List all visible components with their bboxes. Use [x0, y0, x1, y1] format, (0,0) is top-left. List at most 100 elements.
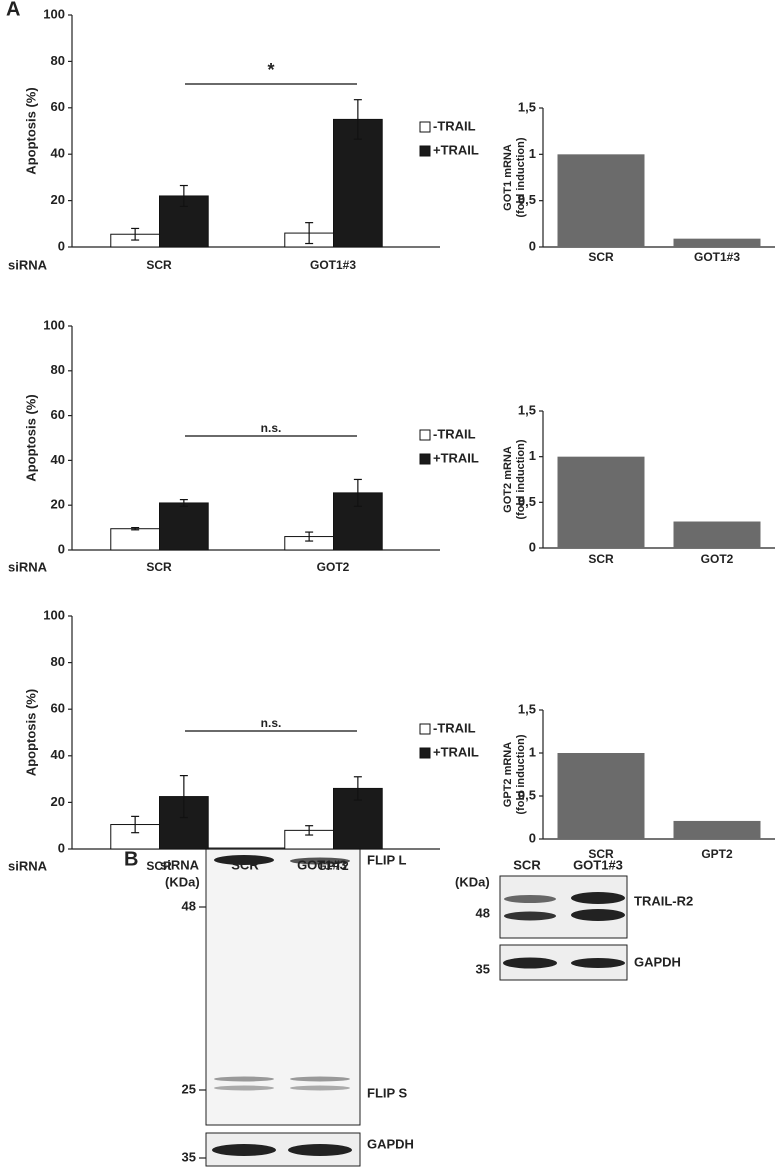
x-tick-label: SCR — [588, 847, 614, 861]
band-label: GAPDH — [367, 1136, 414, 1151]
bar — [673, 521, 761, 548]
x-axis-label: siRNA — [8, 257, 48, 272]
y-tick-label: 100 — [43, 6, 65, 21]
error-bar — [179, 184, 188, 207]
error-bar — [305, 222, 314, 245]
y-tick-label: 0 — [58, 840, 65, 855]
error-bar — [179, 499, 188, 507]
row-label: siRNA — [160, 857, 200, 872]
bar — [557, 154, 645, 247]
error-bar — [353, 776, 362, 801]
band-label: FLIP L — [367, 852, 407, 867]
y-tick-label: 1,5 — [518, 99, 536, 114]
band — [214, 1076, 274, 1082]
chart: 0 20 40 60 80 100 SCR GPT2 Apoptosis (%) siRNA -TR… — [8, 607, 479, 873]
band — [212, 1144, 276, 1156]
lane-label: SCR — [231, 857, 259, 872]
legend-label: +TRAIL — [433, 450, 479, 465]
legend-label: +TRAIL — [433, 142, 479, 157]
y-axis-label: (fold induction) — [515, 734, 527, 814]
error-bar — [131, 815, 140, 834]
bar — [557, 753, 645, 839]
band — [214, 855, 274, 865]
significance-label: n.s. — [261, 421, 282, 435]
unit-label: (KDa) — [165, 874, 200, 889]
error-bar — [305, 531, 314, 542]
error-bar — [179, 775, 188, 819]
y-tick-label: 1 — [529, 448, 536, 463]
y-tick-label: 80 — [51, 362, 65, 377]
lane-label: SCR — [513, 857, 541, 872]
y-tick-label: 60 — [51, 701, 65, 716]
panel-label: B — [124, 848, 138, 870]
bar — [110, 528, 160, 551]
bar — [159, 502, 209, 551]
band — [290, 1085, 350, 1091]
error-bar — [353, 478, 362, 507]
y-tick-label: 40 — [51, 146, 65, 161]
band — [214, 1085, 274, 1091]
legend-label: -TRAIL — [433, 118, 476, 133]
legend-label: +TRAIL — [433, 744, 479, 759]
legend-label: -TRAIL — [433, 720, 476, 735]
bar — [673, 238, 761, 247]
y-tick-label: 20 — [51, 794, 65, 809]
blot-frame — [499, 875, 628, 939]
band-label: GAPDH — [634, 954, 681, 969]
band — [290, 857, 350, 865]
y-tick-label: 100 — [43, 607, 65, 622]
chart: 0 20 40 60 80 100 SCR GOT2 Apoptosis (%) siRNA -TR… — [8, 317, 479, 574]
lane-label: GOT1#3 — [573, 857, 623, 872]
y-axis-label: Apoptosis (%) — [23, 689, 38, 776]
y-tick-label: 80 — [51, 654, 65, 669]
y-axis-label: GOT1 mRNA — [502, 144, 514, 211]
significance-label: n.s. — [261, 716, 282, 730]
x-axis-label: siRNA — [8, 559, 48, 574]
x-tick-label: GOT2 — [317, 560, 350, 574]
y-tick-label: 40 — [51, 452, 65, 467]
y-tick-label: 0 — [529, 539, 536, 554]
error-bar — [131, 227, 140, 241]
y-tick-label: 1,5 — [518, 402, 536, 417]
y-tick-label: 40 — [51, 747, 65, 762]
legend-swatch — [419, 747, 431, 759]
marker-label: 35 — [476, 961, 490, 976]
x-tick-label: GOT2 — [701, 552, 734, 566]
x-tick-label: GPT2 — [701, 847, 733, 861]
marker-label: 35 — [182, 1149, 196, 1164]
bar — [333, 118, 383, 248]
band — [288, 1144, 352, 1156]
legend-swatch — [419, 723, 431, 735]
blot-right: SCR GOT1#3 (KDa) 48 35 TRAIL-R2 GAPDH — [455, 857, 693, 981]
y-tick-label: 0 — [58, 541, 65, 556]
band — [504, 895, 556, 903]
x-tick-label: SCR — [588, 552, 614, 566]
x-tick-label: SCR — [146, 859, 172, 873]
x-tick-label: SCR — [588, 250, 614, 264]
marker-label: 25 — [182, 1081, 196, 1096]
band — [571, 909, 625, 921]
legend-swatch — [419, 145, 431, 157]
marker-label: 48 — [476, 905, 490, 920]
y-tick-label: 1 — [529, 146, 536, 161]
y-tick-label: 60 — [51, 407, 65, 422]
y-tick-label: 0,5 — [518, 494, 536, 509]
unit-label: (KDa) — [455, 874, 490, 889]
y-tick-label: 20 — [51, 192, 65, 207]
y-tick-label: 0 — [529, 238, 536, 253]
y-tick-label: 100 — [43, 317, 65, 332]
legend-swatch — [419, 453, 431, 465]
y-axis-label: (fold induction) — [515, 137, 527, 217]
error-bar — [353, 99, 362, 140]
y-tick-label: 1 — [529, 744, 536, 759]
x-axis-label: siRNA — [8, 858, 48, 873]
y-tick-label: 20 — [51, 497, 65, 512]
bar — [557, 456, 645, 548]
y-tick-label: 0 — [58, 238, 65, 253]
y-tick-label: 1,5 — [518, 701, 536, 716]
band — [571, 892, 625, 904]
x-tick-label: SCR — [146, 258, 172, 272]
band — [503, 957, 557, 969]
x-tick-label: SCR — [146, 560, 172, 574]
